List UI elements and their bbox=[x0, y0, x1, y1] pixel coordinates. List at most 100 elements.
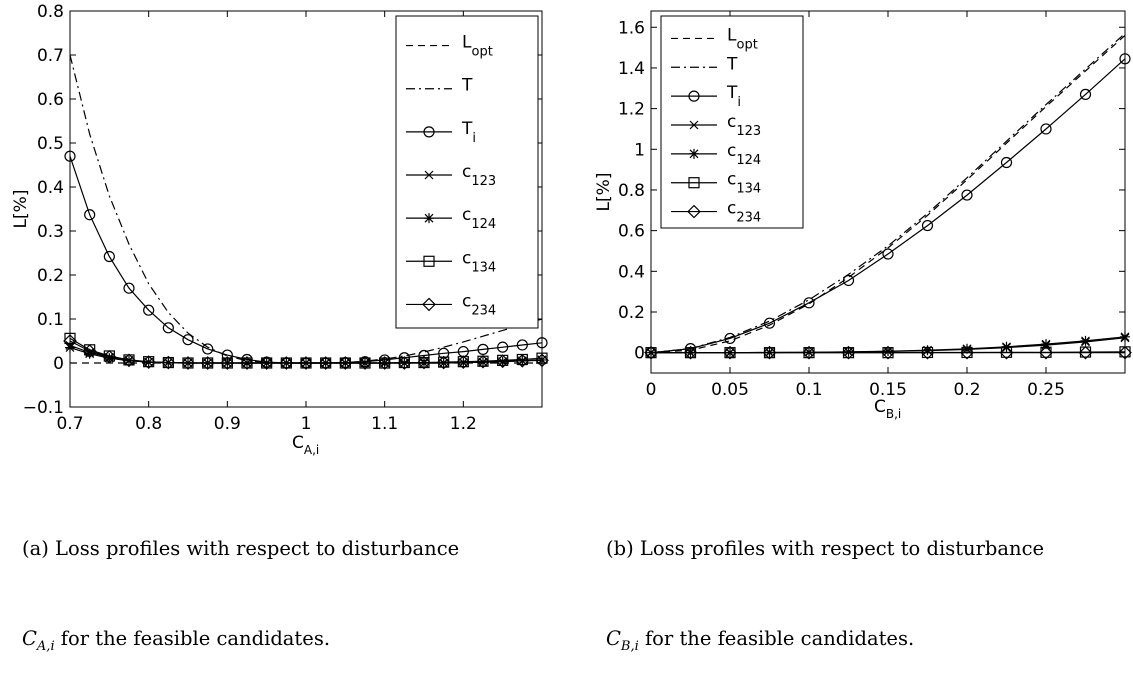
data-point-circle bbox=[123, 282, 135, 294]
data-point-diamond bbox=[299, 356, 313, 370]
data-point-circle bbox=[64, 150, 76, 162]
data-point-circle bbox=[1040, 123, 1052, 135]
y-tick-label: 1 bbox=[634, 140, 645, 160]
data-point-diamond bbox=[1039, 345, 1053, 360]
data-point-circle bbox=[162, 322, 174, 334]
data-point-star bbox=[104, 353, 115, 364]
x-tick-label: 1.2 bbox=[450, 414, 477, 434]
caption-a-variable: C bbox=[22, 627, 37, 650]
legend-entry-subscript: 234 bbox=[736, 211, 761, 226]
data-point-diamond bbox=[762, 345, 777, 360]
data-point-diamond bbox=[535, 353, 549, 368]
data-point-diamond bbox=[259, 356, 274, 370]
data-point-diamond bbox=[960, 345, 974, 360]
y-tick-label: 1.6 bbox=[618, 18, 645, 38]
y-tick-label: 0.4 bbox=[37, 178, 64, 198]
x-axis-label-subscript: A,i bbox=[304, 443, 319, 457]
legend-entry-subscript: 123 bbox=[736, 124, 761, 139]
y-tick-label: 1.2 bbox=[618, 100, 645, 120]
legend-entry-subscript: 134 bbox=[736, 182, 761, 197]
caption-a-rest: for the feasible candidates. bbox=[54, 627, 331, 650]
data-point-diamond bbox=[1118, 345, 1132, 360]
caption-b-line2: CB,i for the feasible candidates. bbox=[606, 624, 1044, 662]
data-point-square bbox=[64, 332, 76, 344]
data-point-diamond bbox=[723, 345, 737, 360]
data-point-circle bbox=[497, 341, 509, 353]
x-tick-label: 1 bbox=[301, 414, 312, 434]
data-point-diamond bbox=[338, 356, 353, 370]
caption-b-variable-subscript: B,i bbox=[620, 638, 639, 654]
data-point-circle bbox=[842, 274, 855, 287]
legend-marker-circle bbox=[423, 126, 435, 138]
legend-marker-x bbox=[424, 170, 434, 180]
legend-marker-diamond bbox=[422, 297, 436, 312]
data-point-circle bbox=[202, 343, 214, 355]
series-line bbox=[650, 34, 1126, 354]
legend-marker-circle bbox=[688, 90, 700, 102]
x-tick-label: 0.25 bbox=[1027, 380, 1065, 400]
data-point-diamond bbox=[802, 345, 816, 360]
data-point-diamond bbox=[82, 344, 97, 358]
data-point-circle bbox=[961, 189, 973, 201]
legend-entry-subscript: 124 bbox=[736, 153, 761, 168]
y-tick-label: 0.2 bbox=[618, 303, 645, 323]
data-point-star bbox=[962, 343, 972, 354]
data-point-diamond bbox=[200, 356, 215, 370]
legend-entry-subscript: 134 bbox=[471, 260, 496, 275]
y-tick-label: 0.8 bbox=[618, 181, 645, 201]
series-l-opt bbox=[650, 34, 1126, 354]
x-axis-label-subscript: B,i bbox=[886, 407, 901, 421]
y-tick-label: 0.5 bbox=[37, 134, 64, 154]
data-point-circle bbox=[1119, 53, 1131, 65]
caption-a-variable-subscript: A,i bbox=[36, 638, 55, 654]
data-point-diamond bbox=[417, 355, 431, 370]
series-c-234 bbox=[63, 334, 549, 370]
data-point-star bbox=[537, 354, 547, 365]
y-tick-label: 0.8 bbox=[37, 2, 64, 22]
caption-b-variable: C bbox=[606, 627, 621, 650]
data-point-diamond bbox=[161, 355, 176, 370]
data-point-star bbox=[1041, 339, 1051, 350]
y-axis-label: L[%] bbox=[11, 190, 31, 229]
legend-entry-subscript: opt bbox=[736, 37, 757, 52]
legend-entry-subscript: i bbox=[737, 95, 741, 110]
data-point-diamond bbox=[63, 334, 77, 348]
x-tick-label: 0.2 bbox=[953, 380, 980, 400]
data-point-diamond bbox=[999, 345, 1014, 360]
data-point-circle bbox=[477, 343, 489, 355]
caption-a-line2: CA,i for the feasible candidates. bbox=[22, 624, 459, 662]
data-point-diamond bbox=[240, 356, 254, 370]
legend-box bbox=[395, 15, 539, 329]
data-point-diamond bbox=[436, 355, 451, 370]
chart-a: 0.7 0.8 0.9 1 1.1 1.2 −0.1 0 0.1 0.2 0.3 0.4 0.5 0.6 0… bbox=[11, 2, 549, 457]
x-tick-label: 0.7 bbox=[56, 414, 83, 434]
x-axis-label: CA,i bbox=[292, 433, 319, 457]
y-tick-label: 0.2 bbox=[37, 266, 64, 286]
data-point-star bbox=[843, 346, 854, 357]
legend-marker-square bbox=[688, 177, 700, 189]
x-axis-label: CB,i bbox=[874, 397, 901, 421]
data-point-diamond bbox=[141, 355, 156, 369]
data-point-circle bbox=[103, 250, 115, 263]
legend-entry-subscript: opt bbox=[471, 45, 492, 60]
x-tick-label: 1.1 bbox=[371, 414, 398, 434]
data-point-diamond bbox=[122, 353, 136, 368]
x-tick-label: 0.05 bbox=[711, 380, 749, 400]
legend-marker-x bbox=[689, 120, 699, 130]
x-tick-label: 0 bbox=[646, 380, 657, 400]
caption-b: (b) Loss profiles with respect to distur… bbox=[606, 474, 1044, 692]
data-point-star bbox=[84, 348, 95, 359]
legend-entry-subscript: i bbox=[472, 131, 476, 146]
data-point-circle bbox=[882, 248, 894, 260]
data-point-circle bbox=[536, 337, 548, 349]
series-t bbox=[650, 32, 1126, 354]
data-point-circle bbox=[724, 332, 736, 345]
data-point-diamond bbox=[279, 356, 294, 370]
data-point-diamond bbox=[881, 345, 895, 360]
y-tick-label: 0.7 bbox=[37, 46, 64, 66]
data-point-diamond bbox=[495, 354, 510, 369]
data-point-star bbox=[883, 346, 893, 357]
caption-b-rest: for the feasible candidates. bbox=[638, 627, 915, 650]
data-point-circle bbox=[763, 317, 776, 329]
